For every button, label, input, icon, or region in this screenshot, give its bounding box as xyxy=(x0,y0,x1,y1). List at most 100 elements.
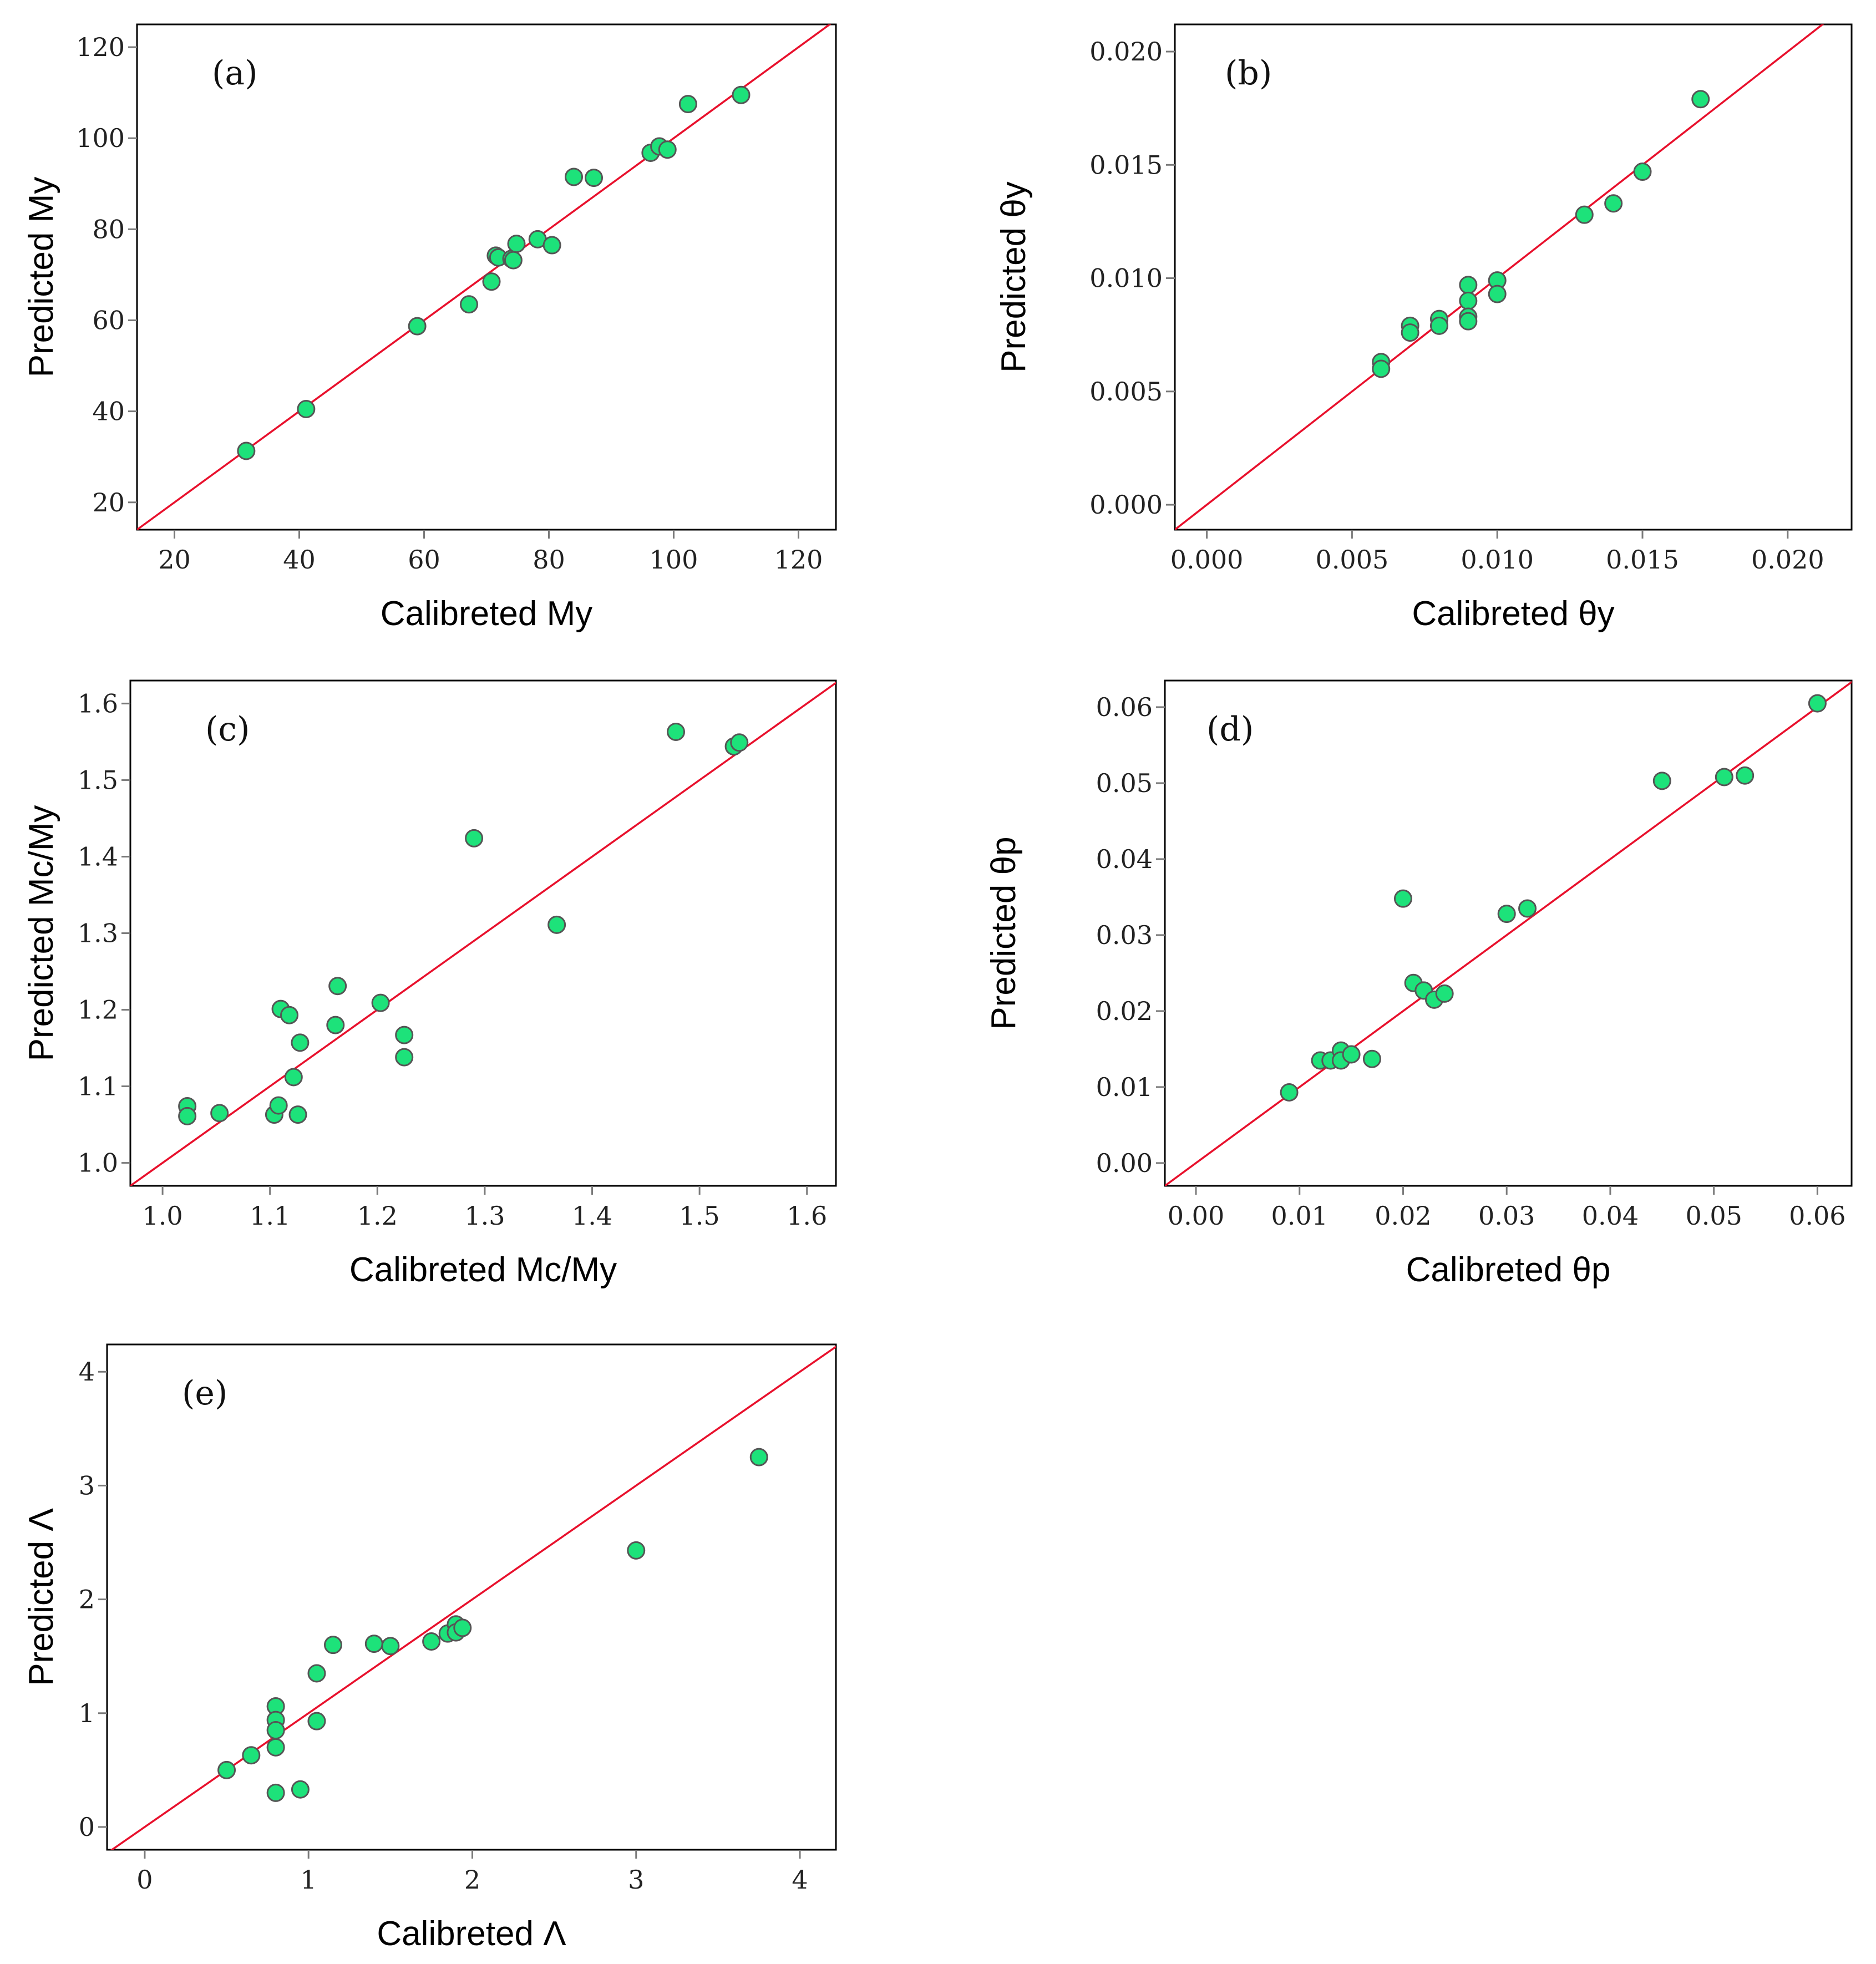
data-point xyxy=(1459,291,1478,310)
y-axis-label: Predicted θy xyxy=(995,181,1033,373)
data-point xyxy=(465,829,484,847)
data-point xyxy=(1633,163,1652,181)
data-point xyxy=(242,1746,261,1765)
panel-label: (e) xyxy=(182,1374,227,1413)
data-point xyxy=(547,915,566,934)
y-tick-label: 0.015 xyxy=(1089,150,1163,180)
panel-label: (c) xyxy=(205,710,250,749)
data-point xyxy=(460,295,478,314)
data-point xyxy=(1652,772,1671,790)
panel-a-scatter-plot: 20 40 60 80 100 120 20 40 60 80 100 120 Calibreted M… xyxy=(22,23,837,633)
plot-frame xyxy=(1174,23,1853,531)
data-point xyxy=(422,1632,441,1651)
data-point xyxy=(291,1780,310,1799)
x-tick-label: 0.005 xyxy=(1316,545,1389,575)
data-point xyxy=(395,1026,414,1044)
data-point xyxy=(1604,194,1623,213)
y-axis-label: Predicted θp xyxy=(985,836,1023,1029)
x-tick-label: 4 xyxy=(792,1865,808,1895)
data-point xyxy=(667,722,686,741)
data-point xyxy=(730,733,749,752)
x-axis-label: Calibreted θp xyxy=(1406,1251,1611,1289)
data-point xyxy=(1401,323,1419,342)
data-point xyxy=(395,1048,414,1067)
y-tick-label: 1.6 xyxy=(78,688,118,718)
y-tick-label: 80 xyxy=(92,214,125,244)
y-axis-label: Predicted My xyxy=(22,177,60,378)
y-tick-label: 120 xyxy=(76,32,125,62)
y-tick-label: 0.020 xyxy=(1089,37,1163,67)
y-tick-label: 1.2 xyxy=(78,995,118,1025)
data-point xyxy=(307,1664,326,1683)
data-point xyxy=(1691,90,1710,109)
data-point xyxy=(1497,905,1516,923)
data-point xyxy=(1736,766,1755,785)
data-point xyxy=(1362,1049,1381,1068)
data-point xyxy=(1342,1045,1361,1064)
data-point xyxy=(237,441,256,460)
x-tick-label: 100 xyxy=(650,545,698,575)
y-tick-label: 0.00 xyxy=(1096,1148,1153,1178)
data-point xyxy=(1488,285,1507,303)
y-tick-label: 0.03 xyxy=(1096,920,1153,950)
data-point xyxy=(585,169,603,187)
plot-frame xyxy=(1164,679,1853,1187)
y-axis-label: Predicted Mc/My xyxy=(22,805,60,1062)
data-point xyxy=(280,1006,299,1024)
data-point xyxy=(1715,768,1733,786)
y-tick-label: 0.05 xyxy=(1096,768,1153,798)
data-point xyxy=(1429,316,1448,335)
y-tick-label: 0.005 xyxy=(1089,377,1163,407)
y-tick-label: 1.3 xyxy=(78,918,118,948)
data-point xyxy=(542,236,561,255)
x-tick-label: 0.015 xyxy=(1606,545,1679,575)
data-point xyxy=(1575,205,1594,224)
x-tick-label: 0.020 xyxy=(1751,545,1824,575)
x-tick-label: 1.4 xyxy=(572,1201,612,1231)
x-axis-label: Calibreted θy xyxy=(1412,595,1614,633)
x-tick-label: 0 xyxy=(136,1865,153,1895)
data-point xyxy=(381,1637,400,1656)
y-tick-label: 0.010 xyxy=(1089,263,1163,293)
x-tick-label: 1 xyxy=(301,1865,317,1895)
panel-c-scatter-plot: 1.0 1.1 1.2 1.3 1.4 1.5 1.6 1.0 1.1 1.2 1.3 1.4 1.5 1… xyxy=(22,679,837,1289)
x-tick-label: 1.5 xyxy=(680,1201,720,1231)
x-tick-label: 2 xyxy=(464,1865,480,1895)
data-point xyxy=(732,85,751,104)
y-tick-label: 4 xyxy=(79,1357,95,1387)
y-tick-label: 1.5 xyxy=(78,765,118,795)
reference-line-y-equals-x xyxy=(1165,681,1852,1186)
x-tick-label: 3 xyxy=(628,1865,644,1895)
data-point xyxy=(504,251,523,270)
data-point xyxy=(269,1096,288,1115)
data-point xyxy=(284,1068,303,1087)
y-tick-label: 0.04 xyxy=(1096,844,1153,874)
y-tick-label: 20 xyxy=(92,488,125,517)
x-tick-label: 1.0 xyxy=(143,1201,183,1231)
x-tick-label: 0.00 xyxy=(1168,1201,1224,1231)
data-point xyxy=(1518,899,1537,918)
y-tick-label: 0 xyxy=(79,1812,95,1842)
x-axis-label: Calibreted Λ xyxy=(377,1915,566,1953)
reference-line-y-equals-x xyxy=(1175,24,1824,530)
data-point xyxy=(288,1105,307,1124)
data-point xyxy=(364,1635,383,1653)
data-point xyxy=(1280,1083,1299,1102)
x-tick-label: 1.2 xyxy=(357,1201,398,1231)
x-tick-label: 60 xyxy=(408,545,440,575)
data-point xyxy=(678,95,697,114)
data-point xyxy=(328,977,347,996)
y-tick-label: 1.4 xyxy=(78,841,118,871)
x-tick-label: 0.03 xyxy=(1478,1201,1535,1231)
panel-label: (b) xyxy=(1225,54,1272,93)
data-point xyxy=(408,317,427,336)
data-point xyxy=(507,235,526,253)
x-tick-label: 20 xyxy=(158,545,191,575)
panel-b-scatter-plot: 0.000 0.005 0.010 0.015 0.020 0.000 0.005 0.010… xyxy=(995,23,1853,633)
y-tick-label: 3 xyxy=(79,1470,95,1500)
x-tick-label: 120 xyxy=(774,545,823,575)
x-axis-label: Calibreted My xyxy=(381,595,592,633)
data-point xyxy=(266,1721,285,1740)
panel-label: (d) xyxy=(1206,710,1254,749)
x-tick-label: 0.000 xyxy=(1170,545,1244,575)
